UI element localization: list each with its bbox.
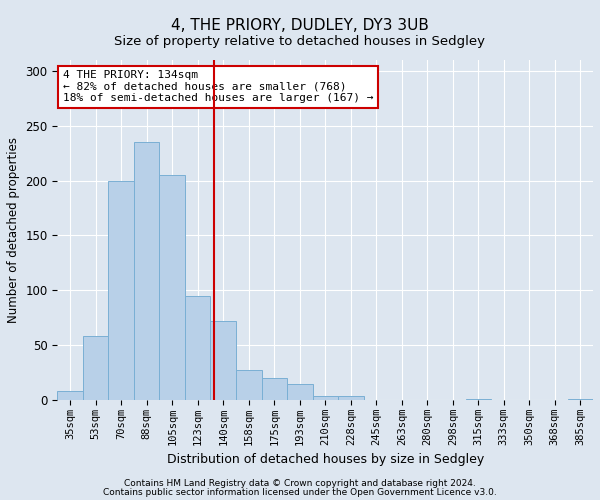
Bar — [185, 296, 211, 400]
Bar — [134, 142, 160, 400]
Bar — [338, 396, 364, 400]
Y-axis label: Number of detached properties: Number of detached properties — [7, 137, 20, 323]
Bar — [160, 175, 185, 400]
Bar — [262, 378, 287, 400]
Bar — [568, 399, 593, 400]
Bar — [313, 396, 338, 400]
Bar — [83, 336, 109, 400]
Bar — [236, 370, 262, 400]
Text: Contains public sector information licensed under the Open Government Licence v3: Contains public sector information licen… — [103, 488, 497, 497]
Bar — [58, 391, 83, 400]
Text: Size of property relative to detached houses in Sedgley: Size of property relative to detached ho… — [115, 35, 485, 48]
Bar — [109, 180, 134, 400]
Bar — [466, 399, 491, 400]
Bar — [287, 384, 313, 400]
Bar — [211, 321, 236, 400]
Text: 4 THE PRIORY: 134sqm
← 82% of detached houses are smaller (768)
18% of semi-deta: 4 THE PRIORY: 134sqm ← 82% of detached h… — [63, 70, 373, 103]
X-axis label: Distribution of detached houses by size in Sedgley: Distribution of detached houses by size … — [167, 454, 484, 466]
Text: Contains HM Land Registry data © Crown copyright and database right 2024.: Contains HM Land Registry data © Crown c… — [124, 478, 476, 488]
Text: 4, THE PRIORY, DUDLEY, DY3 3UB: 4, THE PRIORY, DUDLEY, DY3 3UB — [171, 18, 429, 32]
